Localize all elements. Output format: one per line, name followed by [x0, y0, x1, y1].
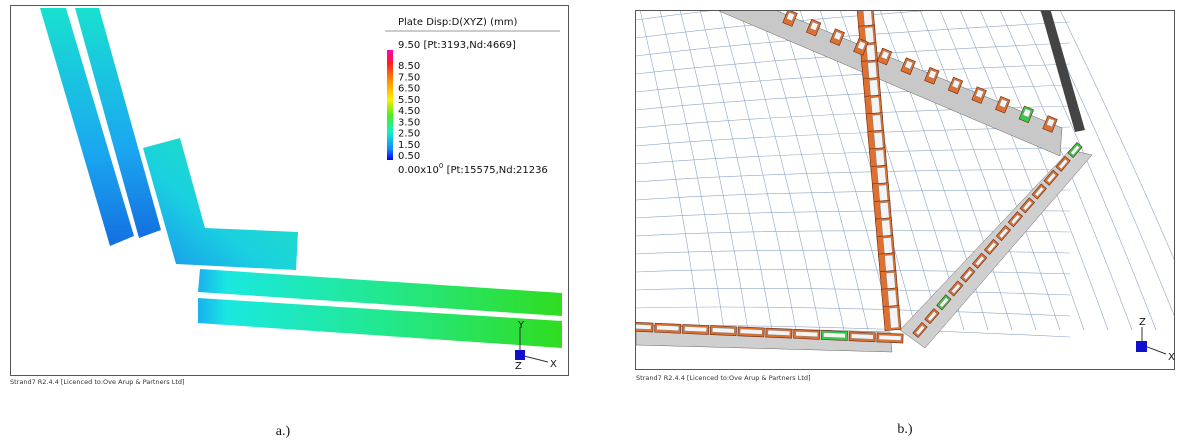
brick-face	[684, 326, 706, 331]
brick-face	[851, 334, 873, 339]
axis-label: Y	[517, 320, 525, 331]
axis-label: X	[550, 359, 557, 370]
axis-origin	[515, 350, 525, 360]
footer: Strand7 R2.4.4 [Licenced to:Ove Arup & P…	[10, 378, 185, 386]
legend-level: 0.50	[398, 151, 420, 162]
legend-level: 3.50	[398, 117, 420, 128]
brick-face	[823, 333, 845, 338]
brick-face	[657, 325, 679, 330]
axis-label: X	[1168, 352, 1175, 363]
figure: Plate Disp:D(XYZ) (mm) 9.50 [Pt:3193,Nd:…	[0, 0, 1179, 443]
legend-level: 1.50	[398, 140, 420, 151]
legend-level: 6.50	[398, 84, 420, 95]
brick-face	[740, 329, 762, 334]
legend-min: 0.00x100 [Pt:15575,Nd:21236	[398, 162, 548, 176]
footer: Strand7 R2.4.4 [Licenced to:Ove Arup & P…	[636, 374, 811, 382]
page: {"panel_a": {"legend": {"title": "Plate …	[0, 0, 1179, 443]
legend-levels: 8.507.506.505.504.503.502.501.500.50	[398, 61, 420, 162]
legend-level: 8.50	[398, 61, 420, 72]
axis-label: Z	[515, 361, 522, 372]
brick-face	[629, 324, 651, 329]
brick-face	[889, 308, 899, 329]
caption: a.)	[276, 424, 291, 439]
legend-min-base: 0.00x10	[398, 165, 439, 176]
legend-min-suffix: [Pt:15575,Nd:21236	[443, 165, 547, 176]
legend-level: 4.50	[398, 106, 420, 117]
brick-face	[712, 328, 734, 333]
brick-face	[768, 330, 790, 335]
caption: b.)	[897, 422, 913, 437]
legend-max: 9.50 [Pt:3193,Nd:4669]	[398, 40, 516, 51]
axis-origin	[1136, 341, 1147, 352]
legend-level: 5.50	[398, 95, 420, 106]
brick-face	[879, 335, 901, 340]
legend-level: 2.50	[398, 129, 420, 140]
axis-label: Z	[1139, 317, 1146, 328]
brick-face	[796, 331, 818, 336]
legend-title: Plate Disp:D(XYZ) (mm)	[398, 17, 517, 28]
legend-colorbar	[387, 50, 393, 160]
legend-level: 7.50	[398, 72, 420, 83]
